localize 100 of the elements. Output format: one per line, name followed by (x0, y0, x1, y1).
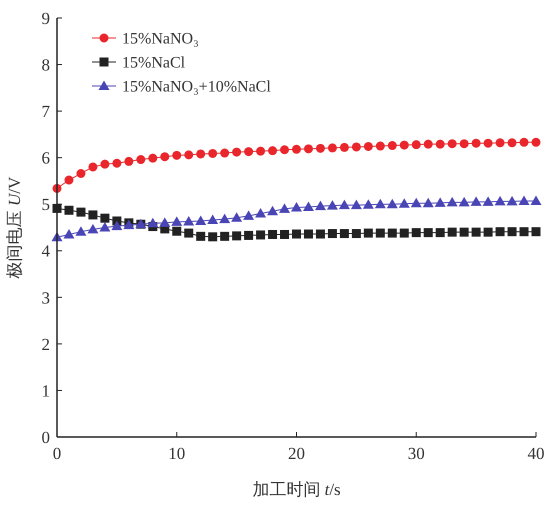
point (172, 150, 182, 160)
legend-label: 15%NaNO₃ (122, 30, 199, 48)
point (147, 218, 158, 228)
point (520, 227, 529, 236)
point (292, 144, 301, 154)
point (232, 148, 242, 157)
point (448, 228, 457, 237)
y-tick-label: 7 (42, 102, 50, 122)
x-tick-label: 10 (168, 444, 186, 463)
point (364, 228, 373, 238)
y-tick-label: 9 (42, 8, 50, 28)
point (243, 210, 254, 220)
point (76, 208, 86, 217)
point (64, 206, 74, 215)
point (484, 138, 493, 148)
point (352, 142, 361, 152)
point (184, 228, 194, 238)
point (472, 138, 481, 148)
point (111, 220, 122, 230)
point (316, 230, 325, 239)
point (338, 200, 350, 210)
point (195, 215, 206, 225)
point (508, 138, 517, 148)
point (518, 195, 530, 205)
point (412, 228, 421, 238)
point (484, 228, 493, 237)
y-tick-label: 8 (42, 56, 50, 75)
point (304, 144, 313, 154)
y-tick-label: 4 (42, 242, 50, 261)
point (374, 198, 386, 208)
point (172, 226, 182, 236)
point (196, 149, 206, 158)
point (196, 232, 206, 241)
point (352, 229, 361, 238)
point (506, 196, 518, 206)
point (291, 202, 302, 212)
point (280, 230, 290, 239)
point (87, 224, 98, 234)
point (328, 229, 337, 238)
point (256, 146, 266, 156)
point (63, 228, 74, 238)
point (232, 231, 242, 240)
legend-label: 15%NaNO₃+10%NaCl (122, 78, 272, 96)
point (472, 228, 481, 237)
point (219, 214, 230, 224)
point (410, 198, 422, 208)
point (76, 168, 86, 178)
point (436, 228, 445, 238)
point (532, 227, 540, 236)
y-axis-title: 极间电压 U/V (5, 176, 24, 280)
point (124, 156, 134, 166)
point (400, 140, 409, 150)
point (171, 216, 182, 226)
x-tick-label: 20 (288, 444, 305, 463)
point (160, 152, 170, 162)
y-tick-label: 5 (42, 195, 50, 214)
point (446, 196, 458, 206)
point (279, 203, 290, 213)
point (207, 214, 218, 224)
y-tick-label: 1 (42, 381, 50, 400)
point (496, 227, 505, 236)
point (448, 139, 457, 148)
point (436, 140, 445, 149)
point (424, 140, 433, 149)
point (208, 148, 218, 158)
point (304, 230, 313, 239)
point (302, 202, 314, 212)
point (256, 230, 266, 240)
point (532, 138, 540, 147)
point (362, 199, 374, 209)
point (376, 142, 385, 151)
y-tick-label: 0 (42, 428, 50, 447)
point (314, 200, 326, 210)
y-tick-label: 2 (42, 334, 50, 354)
point (183, 216, 194, 226)
point (316, 144, 325, 153)
point (494, 196, 506, 206)
point (386, 198, 398, 208)
point (100, 160, 110, 169)
point (460, 228, 469, 237)
point (496, 138, 505, 148)
point (482, 196, 494, 206)
point (292, 230, 301, 239)
point (64, 176, 74, 185)
point (220, 148, 230, 158)
point (267, 206, 278, 216)
point (88, 162, 98, 172)
point (99, 222, 110, 232)
point (220, 232, 230, 241)
point (88, 210, 98, 220)
point (75, 226, 86, 236)
point (136, 155, 146, 164)
point (424, 228, 433, 238)
point (184, 150, 194, 160)
point (458, 196, 470, 206)
point (530, 195, 542, 205)
point (340, 142, 349, 152)
point (422, 198, 434, 208)
point (508, 227, 517, 236)
legend-label: 15%NaCl (122, 54, 186, 72)
